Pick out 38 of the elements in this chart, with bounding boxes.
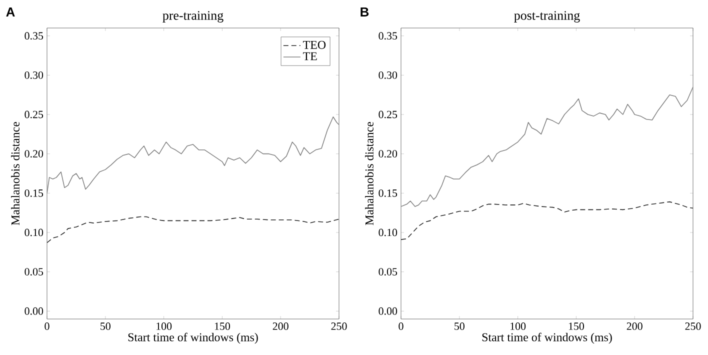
y-tick-label: 0.25 [24,110,44,118]
x-tick-label: 200 [272,322,288,330]
y-tick-label: 0.10 [378,228,398,236]
x-tick-label: 50 [454,322,464,330]
y-axis-title: Mahalanobis distance [11,122,20,226]
x-tick-label: 100 [156,322,172,330]
y-tick-label: 0.05 [378,268,398,276]
y-tick-label: 0.35 [24,32,44,40]
x-axis-title: Start time of windows (ms) [128,332,258,344]
y-tick-label: 0.10 [24,228,44,236]
y-tick-label: 0.30 [24,71,44,79]
y-tick-label: 0.00 [24,307,44,315]
y-tick-label: 0.25 [378,110,398,118]
chart-title: post-training [514,11,580,22]
y-tick-label: 0.20 [378,150,398,158]
y-tick-label: 0.15 [24,189,44,197]
x-tick-label: 150 [568,322,584,330]
x-tick-label: 100 [510,322,526,330]
x-tick-label: 200 [626,322,642,330]
x-tick-label: 0 [398,322,404,330]
y-tick-label: 0.05 [24,268,44,276]
y-tick-label: 0.20 [24,150,44,158]
y-tick-label: 0.35 [378,32,398,40]
x-tick-label: 50 [100,322,110,330]
y-axis-title: Mahalanobis distance [365,122,374,226]
x-axis-title: Start time of windows (ms) [482,332,612,344]
text: B [360,8,369,16]
x-tick-label: 150 [214,322,230,330]
x-tick-label: 250 [331,322,347,330]
y-tick-label: 0.15 [378,189,398,197]
y-tick-label: 0.30 [378,71,398,79]
legend-label: TE [303,52,317,60]
y-tick-label: 0.00 [378,307,398,315]
chart-title: pre-training [162,11,224,22]
legend-label: TEO [303,40,326,49]
text: A [6,8,15,16]
x-tick-label: 250 [685,322,701,330]
x-tick-label: 0 [44,322,50,330]
